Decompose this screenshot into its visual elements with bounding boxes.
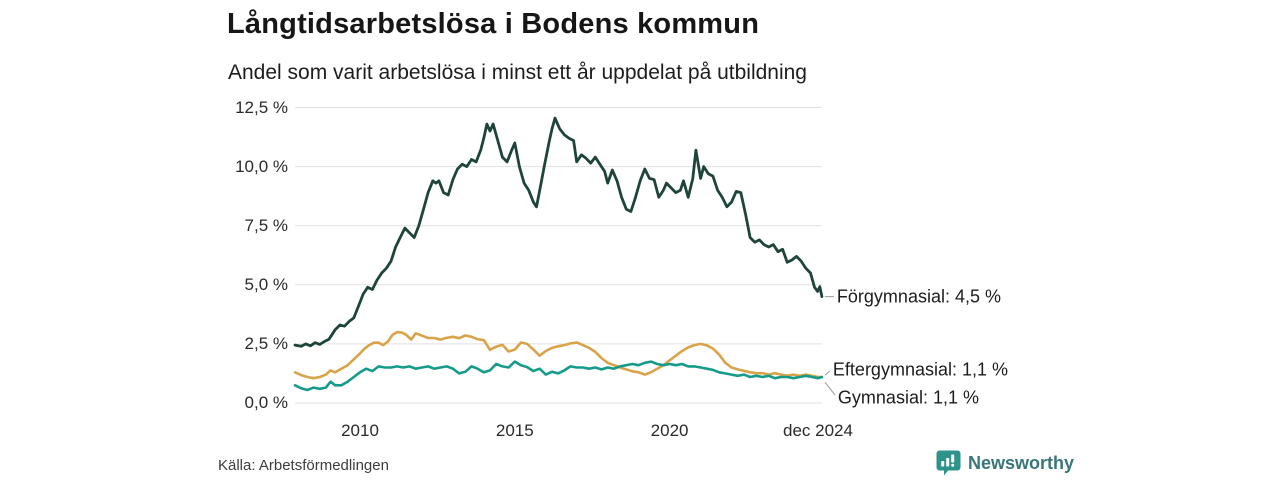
- series-line-gymnasial: [293, 360, 824, 392]
- newsworthy-icon: [936, 450, 961, 476]
- newsworthy-logo: Newsworthy: [936, 450, 1074, 477]
- label-connector: [824, 381, 836, 396]
- end-label-gymnasial: Gymnasial: 1,1 %: [837, 387, 979, 408]
- y-tick-label: 2,5 %: [244, 333, 288, 353]
- x-tick-label: 2020: [650, 421, 689, 440]
- chart-title: Långtidsarbetslösa i Bodens kommun: [227, 8, 760, 40]
- x-tick-label: 2010: [341, 421, 379, 440]
- source-note: Källa: Arbetsförmedlingen: [218, 457, 389, 474]
- chart-subtitle: Andel som varit arbetslösa i minst ett å…: [228, 61, 807, 84]
- y-tick-label: 0,0 %: [244, 393, 288, 412]
- series-line-förgymnasial: [293, 116, 824, 348]
- y-tick-label: 12,5 %: [235, 97, 288, 117]
- label-connector: [824, 370, 831, 376]
- y-tick-label: 10,0 %: [235, 156, 288, 176]
- y-tick-label: 5,0 %: [244, 274, 288, 294]
- x-tick-label: 2015: [495, 421, 534, 440]
- y-tick-label: 7,5 %: [244, 215, 288, 235]
- brand-name: Newsworthy: [968, 453, 1075, 473]
- series-line-eftergymnasial: [293, 330, 824, 380]
- end-label-förgymnasial: Förgymnasial: 4,5 %: [836, 286, 1001, 307]
- end-label-eftergymnasial: Eftergymnasial: 1,1 %: [832, 359, 1008, 380]
- x-tick-label: dec 2024: [783, 421, 853, 440]
